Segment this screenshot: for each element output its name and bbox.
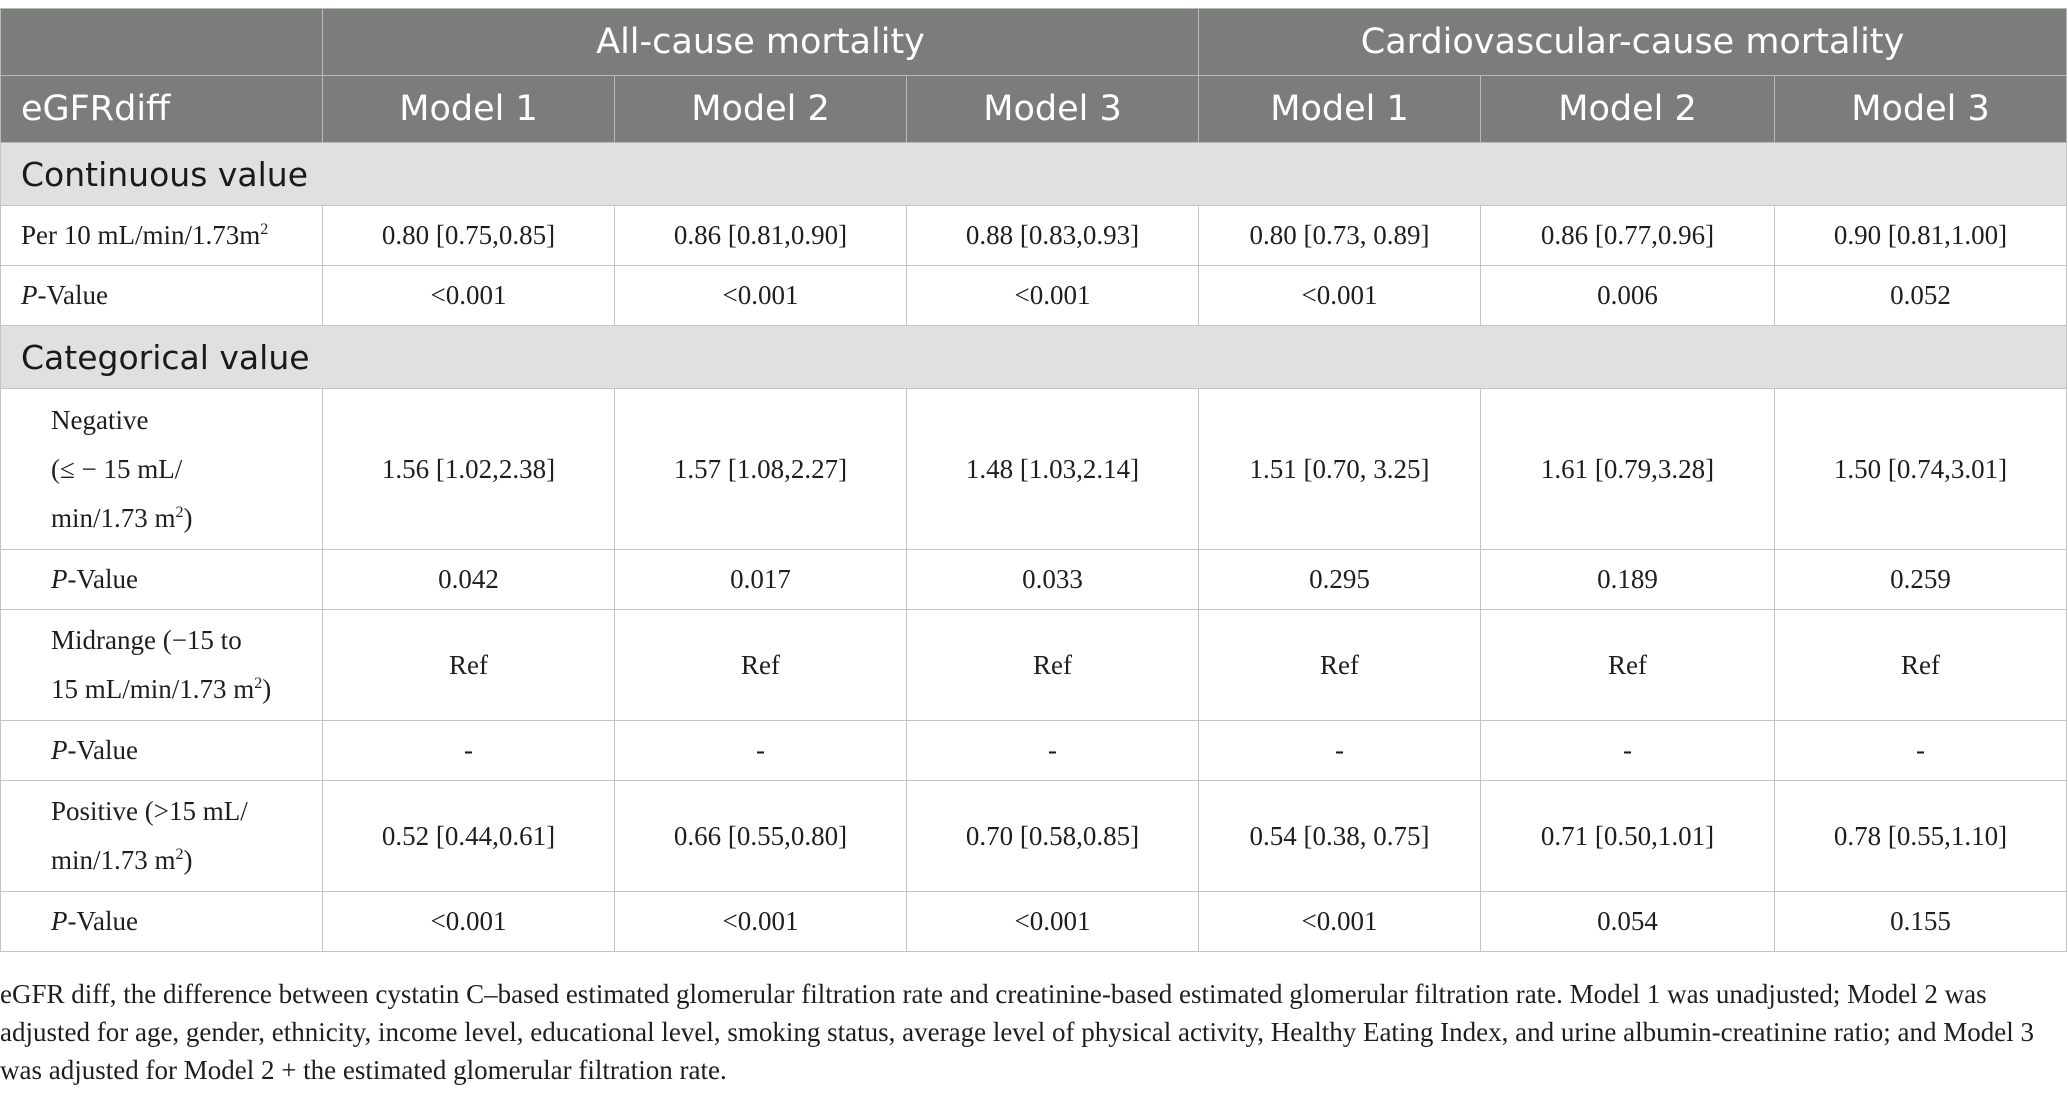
table-cell: 1.57 [1.08,2.27] [614,388,907,550]
table-cell: <0.001 [322,891,615,952]
table-cell: 0.90 [0.81,1.00] [1774,205,2068,266]
table-cell: - [614,720,907,781]
table-cell: 1.61 [0.79,3.28] [1480,388,1776,550]
table-cell: <0.001 [905,265,1200,326]
table-cell: 1.48 [1.03,2.14] [905,388,1200,550]
results-table: All-cause mortality Cardiovascular-cause… [0,8,2068,952]
table-cell: 0.86 [0.77,0.96] [1480,205,1776,266]
row-label: P-Value [0,265,323,326]
table-cell: - [322,720,615,781]
table-cell: 0.54 [0.38, 0.75] [1198,780,1482,892]
section-continuous: Continuous value [0,142,2068,206]
table-cell: 0.295 [1198,549,1482,610]
table-cell: 0.189 [1480,549,1776,610]
table-cell: 0.80 [0.75,0.85] [322,205,615,266]
table-cell: <0.001 [905,891,1200,952]
section-categorical: Categorical value [0,325,2068,389]
table-cell: 0.70 [0.58,0.85] [905,780,1200,892]
table-cell: <0.001 [1198,265,1482,326]
table-cell: 0.78 [0.55,1.10] [1774,780,2068,892]
row-label: Negative (≤ − 15 mL/min/1.73 m2) [0,388,323,550]
table-cell: 0.52 [0.44,0.61] [322,780,615,892]
table-cell: 0.042 [322,549,615,610]
table-cell: 1.56 [1.02,2.38] [322,388,615,550]
row-label: P-Value [0,720,323,781]
section-title: Categorical value [0,325,2068,389]
group-cardiovascular: Cardiovascular-cause mortality [1198,8,2068,76]
table-cell: 0.006 [1480,265,1776,326]
table-cell: - [1774,720,2068,781]
table-row: P-Value - - - - - - [0,720,2068,781]
table-row: Midrange (−15 to 15 mL/min/1.73 m2) Ref R… [0,609,2068,721]
table-cell: <0.001 [614,891,907,952]
table-cell: <0.001 [1198,891,1482,952]
model-header-row: eGFRdiff Model 1 Model 2 Model 3 Model 1… [0,75,2068,143]
table-cell: Ref [322,609,615,721]
column-model: Model 3 [1774,75,2068,143]
group-header-row: All-cause mortality Cardiovascular-cause… [0,8,2068,76]
table-cell: 0.259 [1774,549,2068,610]
column-model: Model 3 [905,75,1200,143]
column-model: Model 2 [614,75,907,143]
table-row: P-Value <0.001 <0.001 <0.001 <0.001 0.05… [0,891,2068,952]
table-cell: 0.80 [0.73, 0.89] [1198,205,1482,266]
table-cell: 0.155 [1774,891,2068,952]
table-cell: Ref [905,609,1200,721]
table-cell: 0.71 [0.50,1.01] [1480,780,1776,892]
table-cell: 0.88 [0.83,0.93] [905,205,1200,266]
table-cell: 0.017 [614,549,907,610]
table-cell: 1.50 [0.74,3.01] [1774,388,2068,550]
table-cell: <0.001 [322,265,615,326]
table-cell: - [1198,720,1482,781]
table-cell: 0.052 [1774,265,2068,326]
column-model: Model 2 [1480,75,1776,143]
table-row: Negative (≤ − 15 mL/min/1.73 m2) 1.56 [1.… [0,388,2068,550]
table-cell: 0.054 [1480,891,1776,952]
column-model: Model 1 [322,75,615,143]
header-empty-cell [0,8,323,76]
column-egfrdiff: eGFRdiff [0,75,323,143]
table-row: Per 10 mL/min/1.73m2 0.80 [0.75,0.85] 0.… [0,205,2068,266]
table-row: P-Value 0.042 0.017 0.033 0.295 0.189 0.… [0,549,2068,610]
table-footnote: eGFR diff, the difference between cystat… [0,979,2034,1085]
table-cell: <0.001 [614,265,907,326]
section-title: Continuous value [0,142,2068,206]
table-row: Positive (>15 mL/min/1.73 m2) 0.52 [0.44… [0,780,2068,892]
table-cell: - [905,720,1200,781]
column-model: Model 1 [1198,75,1482,143]
table-cell: 1.51 [0.70, 3.25] [1198,388,1482,550]
row-label: Midrange (−15 to 15 mL/min/1.73 m2) [0,609,323,721]
table-cell: Ref [1480,609,1776,721]
table-cell: Ref [1774,609,2068,721]
table-cell: Ref [1198,609,1482,721]
table-cell: 0.033 [905,549,1200,610]
table-cell: 0.86 [0.81,0.90] [614,205,907,266]
row-label: Positive (>15 mL/min/1.73 m2) [0,780,323,892]
row-label: P-Value [0,891,323,952]
row-label: Per 10 mL/min/1.73m2 [0,205,323,266]
table-row: P-Value <0.001 <0.001 <0.001 <0.001 0.00… [0,265,2068,326]
row-label: P-Value [0,549,323,610]
group-all-cause: All-cause mortality [321,8,1200,76]
table-cell: - [1480,720,1776,781]
results-table-container: All-cause mortality Cardiovascular-cause… [0,8,2068,952]
table-cell: Ref [614,609,907,721]
table-cell: 0.66 [0.55,0.80] [614,780,907,892]
